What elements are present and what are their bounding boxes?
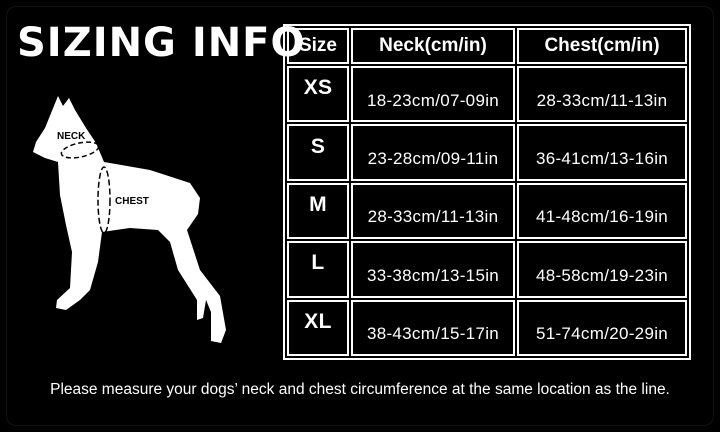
- measurement-note: Please measure your dogs’ neck and chest…: [50, 381, 670, 398]
- chest-cell: 36-41cm/13-16in: [517, 124, 687, 181]
- header-chest: Chest(cm/in): [517, 28, 687, 64]
- chest-cell: 51-74cm/20-29in: [517, 299, 687, 356]
- neck-cell: 33-38cm/13-15in: [351, 241, 515, 298]
- table-row: M 28-33cm/11-13in 41-48cm/16-19in: [287, 182, 687, 240]
- table-row: S 23-28cm/09-11in 36-41cm/13-16in: [287, 124, 687, 181]
- chest-label: CHEST: [115, 196, 149, 207]
- size-table: Size Neck(cm/in) Chest(cm/in) XS 18-23cm…: [283, 24, 691, 360]
- size-cell: M: [287, 182, 349, 240]
- table-row: L 33-38cm/13-15in 48-58cm/19-23in: [287, 241, 687, 298]
- chest-cell: 48-58cm/19-23in: [517, 241, 687, 298]
- neck-label: NECK: [57, 131, 86, 142]
- size-cell: XL: [287, 299, 349, 356]
- neck-cell: 28-33cm/11-13in: [351, 182, 515, 240]
- chest-measure-line: [97, 166, 111, 234]
- header-size: Size: [287, 28, 349, 64]
- chest-cell: 41-48cm/16-19in: [517, 182, 687, 240]
- table-row: XS 18-23cm/07-09in 28-33cm/11-13in: [287, 66, 687, 123]
- page-title: SIZING INFO: [17, 20, 306, 66]
- dog-silhouette-diagram: NECK CHEST: [33, 96, 226, 343]
- size-cell: S: [287, 124, 349, 181]
- table-row: XL 38-43cm/15-17in 51-74cm/20-29in: [287, 299, 687, 356]
- neck-cell: 18-23cm/07-09in: [351, 66, 515, 123]
- chest-cell: 28-33cm/11-13in: [517, 66, 687, 123]
- size-cell: L: [287, 241, 349, 298]
- table-header-row: Size Neck(cm/in) Chest(cm/in): [287, 28, 687, 64]
- border-frame: [6, 6, 714, 426]
- dog-silhouette: [33, 96, 226, 343]
- size-cell: XS: [287, 66, 349, 123]
- neck-measure-line: [60, 141, 100, 159]
- neck-cell: 38-43cm/15-17in: [351, 299, 515, 356]
- header-neck: Neck(cm/in): [351, 28, 515, 64]
- neck-cell: 23-28cm/09-11in: [351, 124, 515, 181]
